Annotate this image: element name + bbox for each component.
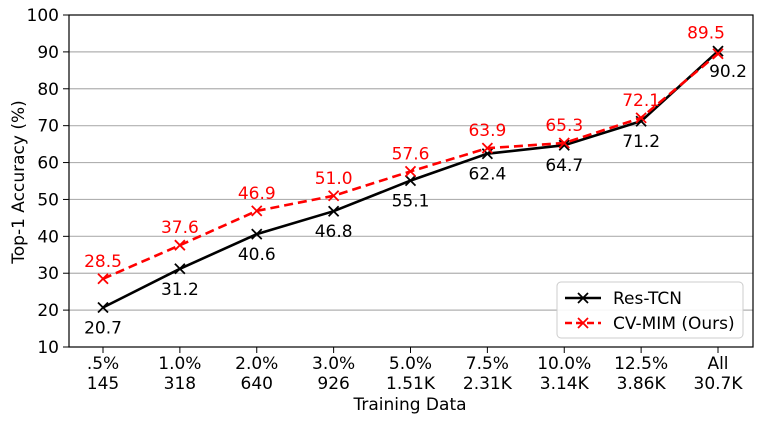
x-marker [97, 273, 109, 285]
x-tick-label: 12.5% [614, 354, 668, 374]
legend-label: CV-MIM (Ours) [613, 314, 735, 334]
x-marker [97, 301, 109, 314]
data-label: 57.6 [392, 144, 430, 164]
marker-stroke [558, 137, 570, 149]
marker-stroke [97, 273, 109, 285]
legend-box [556, 281, 744, 339]
marker-stroke [251, 228, 263, 240]
axes: 102030405060708090100.5%1451.0%3182.0%64… [27, 6, 754, 394]
x-marker [174, 239, 186, 251]
x-tick-sublabel: 3.14K [540, 374, 590, 394]
x-marker [251, 205, 263, 217]
legend: Res-TCN CV-MIM (Ours) [556, 281, 744, 339]
x-tick-label: 7.5% [466, 354, 509, 374]
y-tick-label: 90 [37, 43, 59, 63]
marker-stroke [712, 48, 724, 60]
marker-stroke [327, 190, 340, 202]
y-tick-label: 50 [37, 190, 59, 210]
x-tick-sublabel: 1.51K [386, 374, 436, 394]
x-marker [712, 48, 724, 60]
x-tick-label: 10.0% [537, 354, 591, 374]
data-label: 20.7 [84, 319, 122, 339]
x-tick-sublabel: 926 [317, 374, 349, 394]
x-tick-sublabel: 318 [164, 374, 196, 394]
x-tick-label: 5.0% [389, 354, 432, 374]
marker-stroke [577, 292, 589, 304]
x-marker [712, 45, 724, 57]
x-tick-sublabel: 640 [241, 374, 273, 394]
data-label: 72.1 [622, 91, 660, 111]
x-tick-label: .5% [87, 354, 119, 374]
x-marker [481, 142, 494, 154]
y-tick-label: 100 [27, 6, 59, 26]
data-label: 40.6 [238, 245, 276, 265]
marker-stroke [97, 301, 109, 314]
y-tick-label: 80 [37, 80, 59, 100]
gridlines [69, 51, 753, 311]
x-marker [327, 190, 340, 202]
data-label: 46.9 [238, 184, 276, 204]
marker-stroke [577, 317, 589, 329]
x-tick-label: 1.0% [158, 354, 201, 374]
x-tick-label: 3.0% [312, 354, 355, 374]
marker-stroke [635, 112, 647, 124]
y-tick-label: 10 [37, 338, 59, 358]
data-label: 90.2 [709, 62, 747, 82]
marker-stroke [404, 165, 417, 178]
data-label: 62.4 [468, 165, 506, 185]
x-tick-label: All [707, 354, 728, 374]
marker-stroke [174, 263, 186, 275]
legend-label: Res-TCN [613, 289, 682, 309]
data-label: 63.9 [468, 121, 506, 141]
x-tick-sublabel: 145 [87, 374, 119, 394]
data-label: 31.2 [161, 280, 199, 300]
data-label: 64.7 [545, 156, 583, 176]
data-labels: 20.7 31.2 40.6 46.8 55.1 62.4 64.7 71.2 90.2 28.5… [84, 24, 747, 339]
marker-stroke [174, 239, 186, 251]
data-label: 65.3 [545, 116, 583, 136]
data-label: 89.5 [687, 24, 725, 44]
series-line-res-tcn [102, 50, 719, 309]
data-label: 51.0 [315, 169, 353, 189]
y-tick-label: 60 [37, 154, 59, 174]
marker-stroke [327, 205, 340, 217]
y-tick-label: 30 [37, 264, 59, 284]
marker-stroke [712, 45, 724, 57]
data-label: 71.2 [622, 132, 660, 152]
marker-stroke [558, 139, 570, 151]
x-tick-sublabel: 30.7K [694, 374, 744, 394]
data-label: 37.6 [161, 218, 199, 238]
x-marker [404, 174, 417, 187]
data-label: 55.1 [392, 192, 430, 212]
series-layer [97, 45, 724, 314]
marker-stroke [635, 115, 647, 127]
x-marker [558, 139, 570, 151]
x-tick-sublabel: 2.31K [463, 374, 513, 394]
x-axis-label: Training Data [352, 395, 466, 415]
x-marker [558, 137, 570, 149]
x-marker [174, 263, 186, 275]
x-marker [635, 112, 647, 124]
y-axis-label: Top-1 Accuracy (%) [9, 100, 29, 264]
series-line-cv-mim [102, 52, 719, 280]
x-marker [577, 292, 589, 304]
x-marker [577, 317, 589, 329]
data-label: 28.5 [84, 252, 122, 272]
x-marker [404, 165, 417, 178]
marker-stroke [481, 142, 494, 154]
marker-stroke [251, 205, 263, 217]
y-tick-label: 40 [37, 227, 59, 247]
y-tick-label: 20 [37, 301, 59, 321]
x-marker [251, 228, 263, 240]
x-marker [327, 205, 340, 217]
x-tick-label: 2.0% [235, 354, 278, 374]
x-tick-sublabel: 3.86K [617, 374, 667, 394]
y-tick-label: 70 [37, 117, 59, 137]
marker-stroke [404, 174, 417, 187]
data-label: 46.8 [315, 222, 353, 242]
